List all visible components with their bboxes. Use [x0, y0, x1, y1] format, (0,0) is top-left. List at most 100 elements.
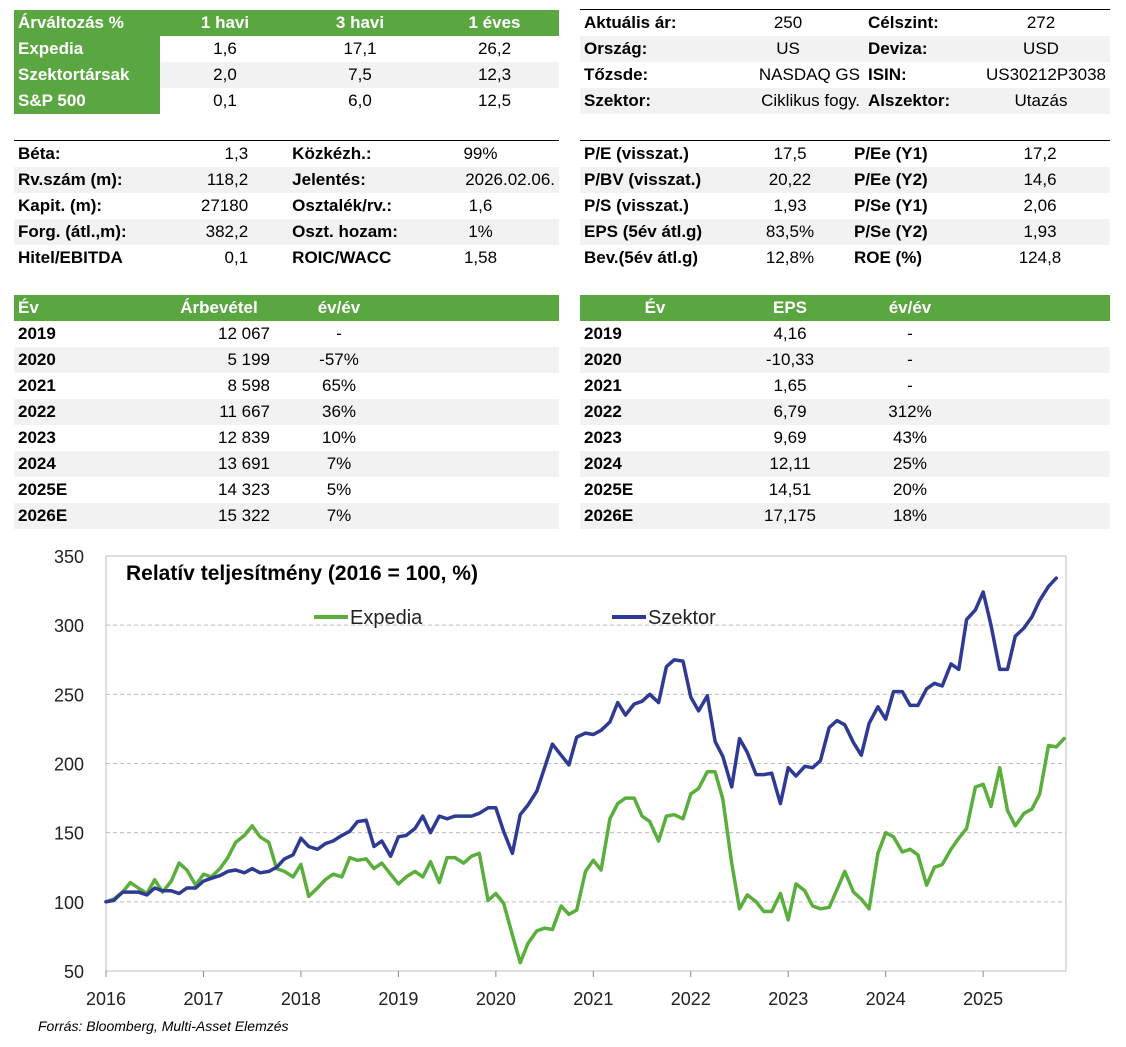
- x-tick-label: 2025: [963, 989, 1003, 1009]
- year-cell: 2019: [18, 324, 56, 343]
- yoy-cell: 312%: [850, 399, 970, 425]
- year-cell: 2020: [580, 347, 730, 373]
- metric-key: P/Se (Y1): [854, 196, 928, 215]
- metric-key: P/Ee (Y1): [854, 144, 928, 163]
- year-cell: 2024: [580, 451, 730, 477]
- value-cell: 12,11: [730, 451, 850, 477]
- metric-key: EPS (5év átl.g): [580, 219, 730, 245]
- year-cell: 2025E: [18, 480, 68, 499]
- metric-key: Közkézh.:: [292, 144, 372, 163]
- metric-key: Forg. (átl.,m):: [14, 219, 161, 245]
- header-1m: 1 havi: [160, 10, 290, 36]
- yoy-cell: -: [336, 324, 342, 343]
- yoy-cell: 20%: [892, 480, 928, 499]
- yoy-cell: 18%: [850, 503, 970, 529]
- table-row: 2020 5 199 -57%: [14, 347, 559, 373]
- table-row: 2026E 17,175 18%: [580, 503, 1110, 529]
- x-tick-label: 2019: [378, 989, 418, 1009]
- table-row: 2022 11 667 36%: [14, 399, 559, 425]
- chart-title: Relatív teljesítmény (2016 = 100, %): [126, 562, 478, 585]
- table-row: Szektor: Ciklikus fogy. Alszektor: Utazá…: [580, 88, 1110, 114]
- cell-1m: 2,0: [160, 62, 290, 88]
- row-label: S&P 500: [14, 88, 160, 114]
- header-spacer: [970, 295, 1110, 321]
- metric-value: 83,5%: [730, 219, 850, 245]
- series-layer: [104, 576, 1066, 965]
- info-value: US: [712, 36, 864, 62]
- table-row: 2024 12,11 25%: [580, 451, 1110, 477]
- yoy-cell: 5%: [326, 480, 352, 499]
- table-row: 2025E 14 323 5%: [14, 477, 559, 503]
- metric-key: P/Ee (Y2): [850, 167, 970, 193]
- metric-key: Hitel/EBITDA: [18, 248, 123, 267]
- year-cell: 2023: [18, 428, 56, 447]
- table-row: Tőzsde: NASDAQ GS ISIN: US30212P3038: [580, 62, 1110, 88]
- yoy-cell: 7%: [274, 451, 404, 477]
- yoy-cell: 25%: [850, 451, 970, 477]
- table-row: Béta: 1,3 Közkézh.: 99%: [14, 141, 559, 168]
- header-year: Év: [14, 295, 164, 321]
- metric-value: 1,93: [970, 219, 1110, 245]
- y-tick-label: 250: [54, 685, 84, 705]
- relative-performance-chart: 50 100 150 200 250 300 350 2016 2017 2018 2019 2020…: [54, 547, 1067, 1009]
- metric-value: 1,3: [224, 144, 249, 163]
- y-tick-label: 150: [54, 824, 84, 844]
- info-value: 250: [773, 13, 803, 32]
- info-key: Ország:: [580, 36, 712, 62]
- metric-value: 0,1: [224, 248, 249, 267]
- value-cell: 14 323: [218, 480, 270, 499]
- yoy-cell: -: [850, 347, 970, 373]
- legend-label-expedia: Expedia: [350, 607, 423, 629]
- cell-3m: 17,1: [343, 39, 377, 58]
- x-tick-label: 2021: [573, 989, 613, 1009]
- info-key: Tőzsde:: [584, 65, 649, 84]
- table-row: 2022 6,79 312%: [580, 399, 1110, 425]
- yoy-cell: 7%: [274, 503, 404, 529]
- row-label: Expedia: [14, 36, 160, 62]
- table-row: Bev.(5év átl.g) 12,8% ROE (%) 124,8: [580, 245, 1110, 271]
- year-cell: 2026E: [580, 503, 730, 529]
- metric-key: Kapit. (m):: [18, 196, 103, 215]
- value-cell: 12 839: [218, 428, 270, 447]
- table-row: 2021 1,65 -: [580, 373, 1110, 399]
- x-tick-label: 2022: [671, 989, 711, 1009]
- cell-1m: 0,1: [213, 91, 237, 110]
- header-yoy: év/év: [850, 295, 970, 321]
- value-cell: 9,69: [773, 428, 807, 447]
- header-spacer: [404, 295, 559, 321]
- table-row: Kapit. (m): 27180 Osztalék/rv.: 1,6: [14, 193, 559, 219]
- price-change-table: Árváltozás % 1 havi 3 havi 1 éves Expedi…: [14, 10, 559, 114]
- metric-key: Oszt. hozam:: [252, 219, 402, 245]
- table-row: 2023 9,69 43%: [580, 425, 1110, 451]
- metric-value: 2,06: [1023, 196, 1057, 215]
- yoy-cell: 10%: [321, 428, 357, 447]
- metric-value: 17,2: [1023, 144, 1057, 163]
- metric-value: 27180: [200, 196, 249, 215]
- info-key: Célszint:: [868, 13, 939, 32]
- metric-value: 12,8%: [765, 248, 815, 267]
- info-value: Ciklikus fogy.: [712, 88, 864, 114]
- header-yoy: év/év: [274, 295, 404, 321]
- header-revenue: Árbevétel: [164, 295, 274, 321]
- info-key: ISIN:: [868, 65, 907, 84]
- price-change-header: Árváltozás % 1 havi 3 havi 1 éves: [14, 10, 559, 36]
- metric-value: 382,2: [160, 219, 253, 245]
- x-tick-label: 2017: [183, 989, 223, 1009]
- table-row: Rv.szám (m): 118,2 Jelentés: 2026.02.06.: [14, 167, 559, 193]
- metric-value: 14,6: [970, 167, 1110, 193]
- value-cell: 15 322: [164, 503, 274, 529]
- value-cell: 11 667: [164, 399, 274, 425]
- year-cell: 2024: [14, 451, 164, 477]
- plot-frame: [105, 555, 1067, 972]
- value-cell: 12 067: [218, 324, 270, 343]
- info-key: Deviza:: [864, 36, 972, 62]
- table-row: P/BV (visszat.) 20,22 P/Ee (Y2) 14,6: [580, 167, 1110, 193]
- eps-table: Év EPS év/év 2019 4,16 - 2020 -10,33 - 2…: [580, 295, 1110, 529]
- revenue-header: Év Árbevétel év/év: [14, 295, 559, 321]
- grid-layer: [106, 624, 1066, 903]
- series-line-expedia: [104, 736, 1066, 965]
- metric-value: 1%: [401, 219, 559, 245]
- metric-key: Bev.(5év átl.g): [584, 248, 699, 267]
- value-cell: 13 691: [164, 451, 274, 477]
- y-tick-label: 50: [64, 962, 84, 982]
